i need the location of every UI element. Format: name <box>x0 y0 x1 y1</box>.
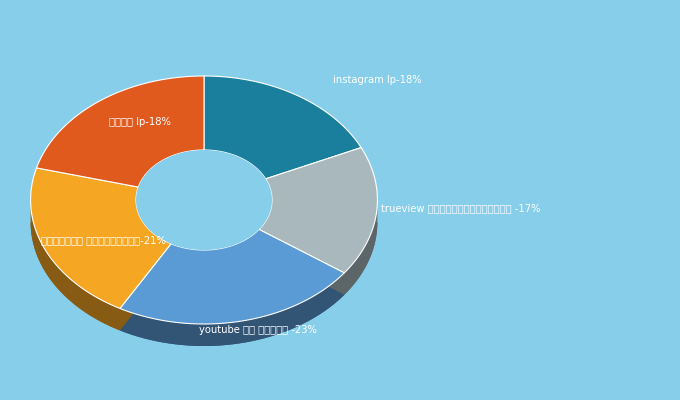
Polygon shape <box>31 200 120 330</box>
Text: インスタ lp-18%: インスタ lp-18% <box>109 117 171 127</box>
Text: youtube 広告 セグメント -23%: youtube 広告 セグメント -23% <box>199 325 318 335</box>
Polygon shape <box>120 251 344 346</box>
Polygon shape <box>120 229 344 324</box>
Text: インスタグラム ランディングページ-21%: インスタグラム ランディングページ-21% <box>41 235 166 245</box>
Text: instagram lp-18%: instagram lp-18% <box>333 75 422 85</box>
Ellipse shape <box>136 161 272 261</box>
Polygon shape <box>136 200 171 266</box>
Polygon shape <box>259 148 377 273</box>
Polygon shape <box>31 168 171 308</box>
Polygon shape <box>259 200 272 251</box>
Text: trueview インストリームの主なメリット -17%: trueview インストリームの主なメリット -17% <box>381 203 541 213</box>
Polygon shape <box>259 222 377 295</box>
Ellipse shape <box>136 150 272 250</box>
Polygon shape <box>344 200 377 295</box>
Polygon shape <box>37 76 204 187</box>
Polygon shape <box>171 229 259 272</box>
Polygon shape <box>31 222 171 330</box>
Polygon shape <box>204 76 361 179</box>
Polygon shape <box>120 273 344 346</box>
